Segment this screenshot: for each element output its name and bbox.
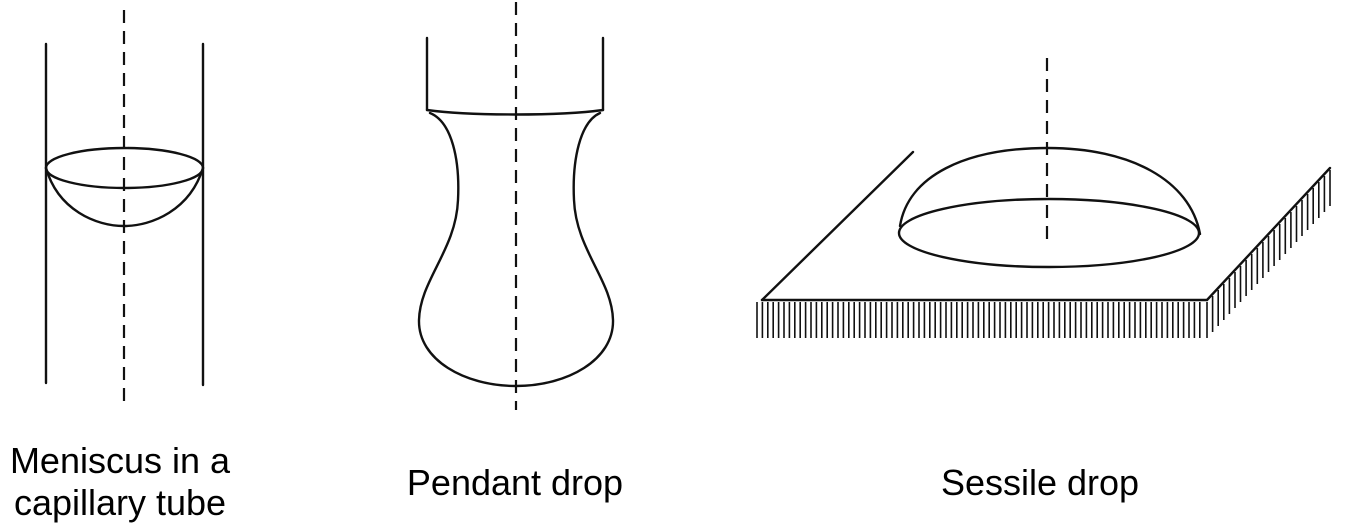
sessile-drop-cap (898, 146, 1202, 236)
caption-pendant-line-1: Pendant drop (406, 462, 624, 503)
caption-meniscus-line-2: capillary tube (13, 482, 227, 523)
pendant-figure (417, 2, 615, 410)
sessile-drop-base (897, 197, 1201, 269)
caption-meniscus: Meniscus in a capillary tube (0, 440, 240, 524)
surface-right-edge (1205, 166, 1332, 302)
meniscus-curve (44, 166, 205, 228)
surface-hatching-side (1206, 170, 1331, 338)
caption-sessile-line-1: Sessile drop (940, 462, 1140, 503)
surface-hatching-front (756, 302, 1201, 338)
caption-meniscus-line-1: Meniscus in a (9, 440, 231, 481)
caption-pendant-drop: Pendant drop (380, 462, 650, 504)
caption-sessile-drop: Sessile drop (900, 462, 1180, 504)
meniscus-figure (44, 10, 205, 405)
sessile-figure (756, 58, 1332, 338)
surface-back-edge (760, 150, 915, 302)
